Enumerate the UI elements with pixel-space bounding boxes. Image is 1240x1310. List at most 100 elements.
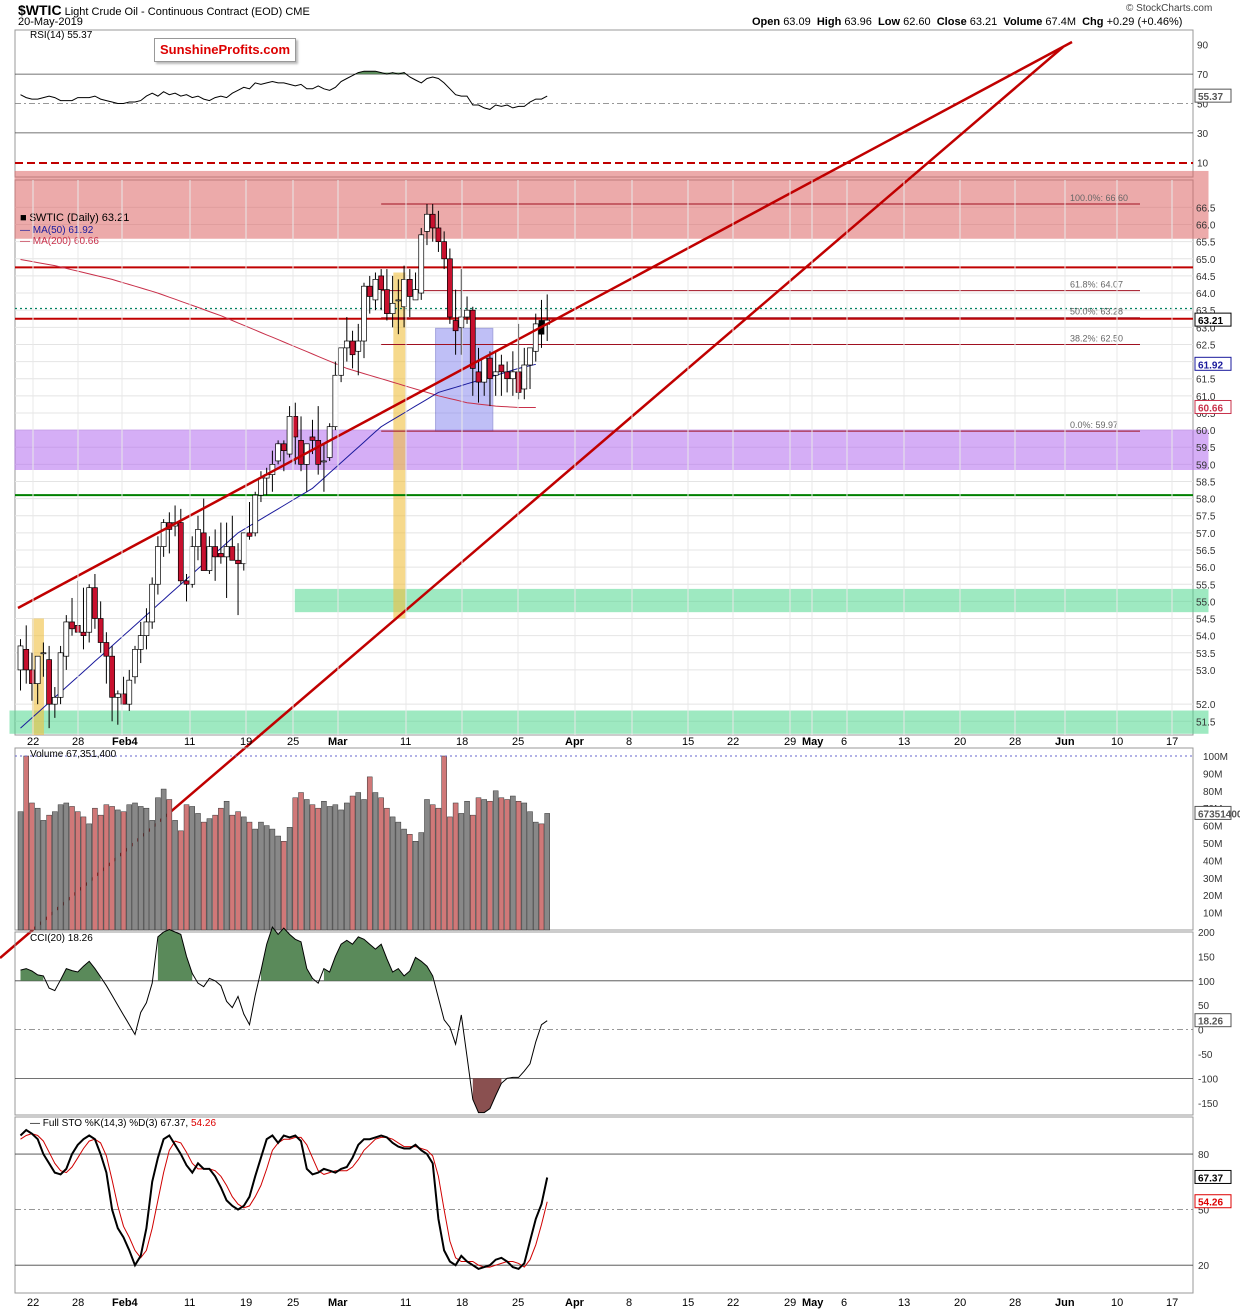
cci-overbought-fill: [260, 927, 313, 981]
x-tick-label-top: 28: [72, 736, 84, 748]
volume-bar: [338, 809, 344, 931]
x-tick-label-top: 19: [240, 736, 252, 748]
candle: [195, 515, 201, 561]
candle-body: [246, 532, 253, 537]
candle: [229, 515, 236, 561]
candle-body: [372, 279, 379, 301]
sto-k-badge-box: [1194, 1169, 1232, 1184]
volume-bar: [195, 813, 201, 931]
candle-body: [23, 649, 30, 671]
candle: [309, 419, 316, 455]
chart-date: 20-May-2019: [18, 16, 83, 28]
volume-bar: [120, 811, 127, 931]
volume-bar: [34, 807, 41, 931]
candle: [57, 645, 64, 705]
candle-body: [475, 371, 482, 383]
x-tick-label-top: 11: [400, 736, 411, 748]
price-tick-label: 60.5: [1196, 409, 1216, 420]
candle: [538, 299, 545, 348]
candle-body: [86, 587, 93, 633]
candle: [418, 227, 425, 300]
x-tick-label-top: Mar: [328, 736, 348, 748]
rsi-line: [20, 70, 548, 110]
x-tick-label-top: 13: [898, 736, 910, 748]
rsi-value-badge-box: [1194, 88, 1232, 103]
candle: [338, 347, 344, 383]
candle-body: [298, 440, 304, 465]
volume-bar: [492, 790, 499, 931]
volume-bar: [23, 755, 29, 931]
candle-body: [109, 655, 115, 698]
candle: [366, 275, 373, 314]
candle: [401, 265, 407, 328]
candle: [286, 406, 293, 458]
sto-d-badge-box: [1194, 1194, 1232, 1209]
volume-bar: [132, 802, 138, 931]
x-tick-label-bottom: 25: [287, 1297, 299, 1309]
cci-tick-label: 50: [1198, 1001, 1210, 1012]
candle-body: [97, 618, 104, 643]
cci-overbought-fill: [20, 968, 44, 981]
volume-bar: [241, 816, 247, 931]
price-legend-main: ■ $WTIC (Daily) 63.21: [20, 212, 129, 224]
candle-body: [412, 289, 419, 301]
volume-bar: [452, 802, 459, 931]
candle-body: [343, 340, 350, 349]
candle-body: [435, 227, 442, 243]
volume-bar: [309, 804, 316, 931]
price-tick-label: 55.0: [1196, 597, 1216, 608]
candle-body: [235, 559, 241, 565]
price-tick-label: 55.5: [1196, 580, 1216, 591]
price-badge-box: [1194, 312, 1232, 327]
fibonacci-label: 50.0%: 63.28: [1070, 307, 1123, 317]
trendline-upper: [17, 40, 1073, 610]
candle-body: [510, 371, 516, 380]
candle-body: [223, 546, 230, 558]
price-tick-label: 60.0: [1196, 426, 1216, 437]
candle-body: [418, 234, 425, 294]
candle-body: [429, 213, 436, 229]
candle: [86, 584, 93, 643]
candle: [114, 690, 121, 725]
price-tick-label: 62.5: [1196, 340, 1216, 351]
candle-body: [218, 553, 224, 558]
candle: [218, 522, 224, 564]
volume-bar: [355, 792, 362, 931]
candle: [137, 621, 144, 664]
price-tick-label: 61.0: [1196, 392, 1216, 403]
candle: [510, 351, 516, 396]
candle: [532, 313, 539, 362]
price-badge-box: [1194, 356, 1232, 371]
volume-tick-label: 40M: [1203, 856, 1222, 867]
candle: [143, 608, 150, 650]
price-tick-label: 53.5: [1196, 649, 1216, 660]
candle: [126, 669, 133, 712]
candle: [132, 645, 138, 684]
volume-bar: [429, 804, 436, 931]
candle-body: [177, 522, 184, 582]
volume-bar: [275, 835, 281, 931]
cci-tick-label: -150: [1198, 1099, 1218, 1110]
price-tick-label: 61.5: [1196, 375, 1216, 386]
volume-bar: [481, 799, 487, 931]
candle-body: [149, 583, 156, 623]
candle-body: [132, 649, 138, 678]
candle: [29, 652, 35, 701]
candle: [389, 275, 396, 328]
volume-tick-label: 90M: [1203, 769, 1222, 780]
candle-body: [452, 320, 459, 332]
price-badge: 60.66: [1198, 403, 1223, 414]
rsi-label: RSI(14) 55.37: [30, 30, 93, 41]
volume-bar: [155, 797, 161, 931]
volume-bar: [166, 799, 173, 931]
volume-bar: [246, 821, 253, 931]
volume-bar: [349, 795, 356, 931]
candle: [458, 269, 465, 355]
candle: [200, 498, 207, 571]
candle-body: [63, 621, 70, 657]
x-tick-label-bottom: May: [802, 1297, 824, 1309]
volume-bar: [424, 799, 430, 931]
volume-bar: [384, 807, 390, 931]
volume-bar: [126, 804, 133, 931]
